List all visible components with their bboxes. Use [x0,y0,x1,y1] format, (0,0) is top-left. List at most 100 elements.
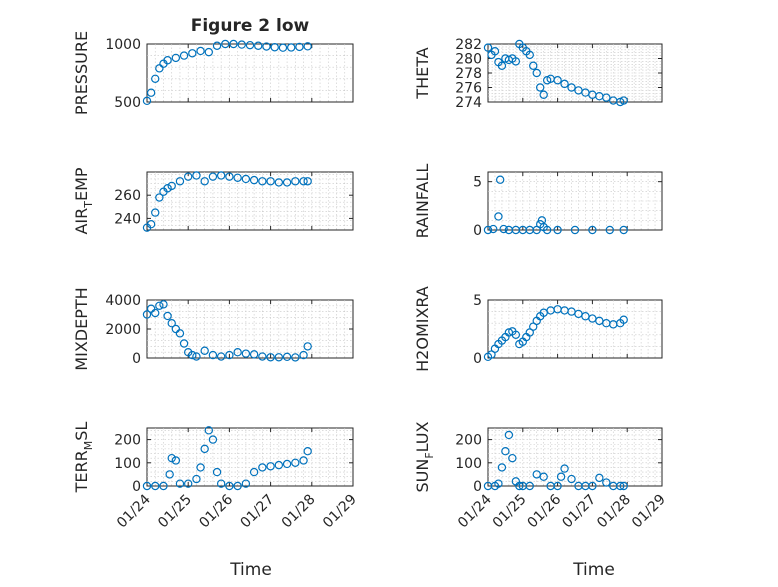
y-axis-label: RAINFALL [413,164,432,239]
data-point [602,93,611,102]
data-point [262,42,271,51]
data-point [303,177,312,186]
grid-lines [147,172,353,230]
x-tick-label: 01/27 [238,492,278,532]
data-point [229,39,238,49]
data-point [192,352,201,361]
data-point [282,352,292,362]
data-point [511,330,521,339]
data-point [539,472,548,481]
y-tick-label: 200 [455,433,482,449]
data-point [151,308,160,318]
data-point [151,481,160,491]
x-tick-label: 01/29 [629,492,669,532]
x-tick-label: 01/25 [155,492,195,532]
x-tick-label: 01/27 [559,492,599,532]
y-tick-label: 240 [114,211,141,227]
data-point [291,177,300,186]
y-tick-label: 0 [132,479,141,495]
data-point [525,50,534,60]
data-point [192,474,201,484]
data-point [249,350,259,359]
data-point [155,64,164,73]
data-point [282,459,292,469]
data-point [567,83,576,92]
y-tick-label: 5 [473,293,482,309]
data-point [179,339,189,348]
data-point [570,225,580,235]
data-series [483,39,628,107]
data-point [254,41,263,50]
data-point [183,479,193,488]
data-series [483,430,628,491]
data-point [282,178,292,187]
y-tick-label: 2000 [105,322,141,338]
data-point [504,430,514,440]
data-point [241,479,251,488]
data-point [159,481,168,491]
data-point [602,478,611,487]
data-point [258,177,267,186]
data-point [233,173,242,182]
y-tick-label: 0 [473,223,482,239]
data-point [515,481,524,491]
y-axis-label: SUNFLUX [413,421,436,492]
data-point [595,473,604,483]
data-point [163,184,172,193]
data-point [179,51,189,60]
data-point [501,447,510,456]
y-axis-label: THETA [413,47,432,99]
data-point [165,470,174,479]
data-point [212,41,222,50]
y-tick-label: 4000 [105,293,141,309]
data-point [204,47,213,57]
x-tick-label: 01/28 [594,492,634,532]
data-point [483,225,493,235]
x-tick-label: 01/26 [525,491,565,531]
data-point [274,353,284,362]
data-point [303,447,312,456]
y-tick-label: 500 [114,95,141,111]
plot-area [487,427,663,487]
y-tick-label: 100 [114,456,141,472]
data-point [266,462,275,471]
y-tick-label: 280 [455,52,482,68]
grid-lines [147,300,353,358]
data-point [532,68,541,78]
data-point [225,172,234,181]
data-point [553,481,562,491]
data-point [258,352,267,361]
data-point [200,177,209,186]
data-point [303,42,312,51]
x-axis-label-right: Time [572,560,615,580]
data-point [266,353,275,362]
data-point [278,43,288,52]
data-point [175,329,185,338]
data-point [619,225,628,235]
data-point [299,350,308,360]
grid-lines [488,172,662,230]
y-axis-label: TERRMSL [72,422,95,494]
data-point [192,171,201,180]
data-point [483,43,493,52]
data-point [616,481,625,491]
data-point [175,177,185,186]
data-point [266,177,275,186]
data-series [142,171,312,232]
y-tick-label: 278 [455,66,482,82]
data-point [208,435,218,444]
y-tick-label: 1000 [105,37,141,53]
data-point [208,172,218,181]
y-tick-label: 260 [114,188,141,204]
data-point [208,350,218,360]
data-point [270,43,279,52]
x-tick-label: 01/28 [279,492,319,532]
y-tick-label: 0 [473,351,482,367]
data-point [291,458,300,467]
data-point [529,61,538,70]
data-point [146,88,156,97]
data-series [142,39,312,106]
